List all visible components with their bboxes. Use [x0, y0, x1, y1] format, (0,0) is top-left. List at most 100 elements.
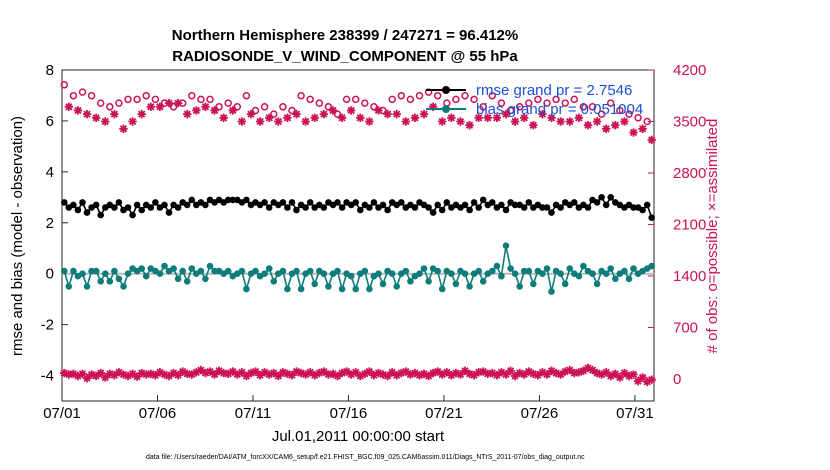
chart-title-line2: RADIOSONDE_V_WIND_COMPONENT @ 55 hPa — [172, 48, 518, 65]
obs-assimilated-point — [501, 109, 511, 119]
obs-lower-point — [319, 367, 329, 376]
obs-lower-point — [583, 363, 593, 373]
obs-assimilated-point — [255, 117, 265, 126]
bias-point — [630, 265, 637, 272]
obs-assimilated-point — [583, 120, 593, 130]
obs-assimilated-point — [356, 113, 365, 123]
rmse-point — [479, 196, 487, 204]
rmse-point — [70, 201, 77, 209]
obs-possible-point — [342, 95, 351, 104]
obs-assimilated-point — [301, 117, 310, 126]
rmse-point — [466, 206, 473, 214]
obs-lower-point — [424, 371, 433, 381]
obs-possible-point — [488, 91, 497, 100]
rmse-point — [548, 209, 555, 216]
obs-lower-point — [592, 368, 602, 378]
obs-lower-point — [492, 371, 502, 380]
x-tick-label: 07/26 — [521, 405, 559, 422]
obs-assimilated-point — [283, 113, 292, 123]
obs-lower-point — [542, 370, 552, 379]
obs-lower-point — [629, 370, 638, 379]
bias-point — [448, 270, 455, 278]
obs-assimilated-point — [91, 113, 101, 123]
obs-possible-point — [506, 106, 515, 115]
bias-point — [548, 288, 555, 295]
obs-lower-point — [456, 370, 465, 379]
rmse-point — [74, 206, 82, 214]
obs-lower-point — [82, 373, 92, 383]
rmse-point — [379, 201, 387, 209]
obs-lower-point — [438, 370, 447, 379]
bias-point — [279, 267, 287, 275]
obs-lower-point — [369, 371, 379, 380]
rmse-point — [152, 199, 159, 206]
bias-series-line — [63, 245, 653, 293]
obs-lower-point — [392, 371, 401, 380]
obs-lower-point — [310, 371, 319, 380]
bias-point — [575, 272, 583, 280]
rmse-point — [320, 204, 328, 211]
bias-point — [438, 285, 446, 293]
right-axis-ticks: 0 700 1400 2100 2800 3500 4200 — [648, 62, 706, 388]
obs-possible-point — [588, 103, 597, 111]
obs-possible-point — [333, 110, 342, 118]
bias-point — [493, 262, 501, 270]
rmse-point — [366, 204, 373, 211]
rmse-point — [498, 201, 505, 209]
legend-rmse-label: rmse grand pr = 2.7546 — [476, 82, 632, 99]
obs-lower-point — [356, 371, 365, 381]
left-tick-label: 0 — [46, 266, 54, 283]
bias-point — [306, 267, 314, 275]
obs-assimilated-point — [319, 109, 329, 119]
obs-lower-point — [233, 370, 242, 379]
obs-lower-point — [374, 368, 383, 378]
rmse-point — [584, 204, 592, 211]
obs-lower-point — [483, 369, 492, 378]
bias-point — [466, 283, 473, 290]
obs-possible-point — [215, 103, 223, 111]
obs-lower-point — [123, 371, 133, 381]
bias-point — [602, 270, 610, 278]
obs-lower-point — [401, 367, 411, 376]
obs-possible-point — [60, 80, 69, 89]
bias-point — [270, 278, 278, 285]
bias-point — [361, 267, 369, 275]
obs-possible-point — [96, 99, 105, 107]
obs-possible-point — [188, 91, 196, 100]
obs-assimilated-point — [328, 106, 338, 115]
bias-point — [516, 283, 523, 290]
obs-lower-point — [597, 370, 606, 379]
obs-lower-point — [378, 370, 388, 379]
bias-point — [170, 265, 177, 272]
obs-lower-point — [173, 371, 183, 380]
obs-possible-point — [251, 106, 260, 115]
bias-point — [366, 285, 373, 293]
bias-point — [475, 267, 483, 275]
bias-point — [325, 283, 332, 290]
x-tick-label: 07/11 — [235, 405, 271, 422]
bias-point — [188, 265, 196, 272]
obs-lower-point — [151, 371, 160, 380]
obs-lower-point — [419, 369, 429, 378]
obs-lower-point — [114, 368, 124, 377]
right-tick-label: 4200 — [673, 62, 706, 79]
rmse-point — [302, 204, 309, 211]
rmse-point — [543, 204, 551, 211]
obs-assimilated-point — [510, 117, 520, 126]
obs-lower-point — [615, 373, 625, 382]
obs-lower-point — [460, 366, 470, 376]
obs-lower-point — [565, 365, 574, 375]
rmse-point — [370, 199, 378, 206]
obs-lower-point — [96, 368, 105, 378]
rmse-point — [352, 199, 360, 206]
rmse-point — [511, 201, 519, 209]
obs-lower-point — [160, 370, 169, 379]
rmse-point — [338, 204, 346, 211]
obs-lower-point — [624, 371, 634, 381]
right-tick-label: 3500 — [673, 113, 706, 130]
bias-point — [612, 275, 619, 283]
obs-lower-point — [497, 368, 506, 377]
obs-lower-point — [337, 368, 347, 378]
obs-possible-point — [224, 99, 232, 107]
obs-lower-point — [132, 372, 142, 381]
